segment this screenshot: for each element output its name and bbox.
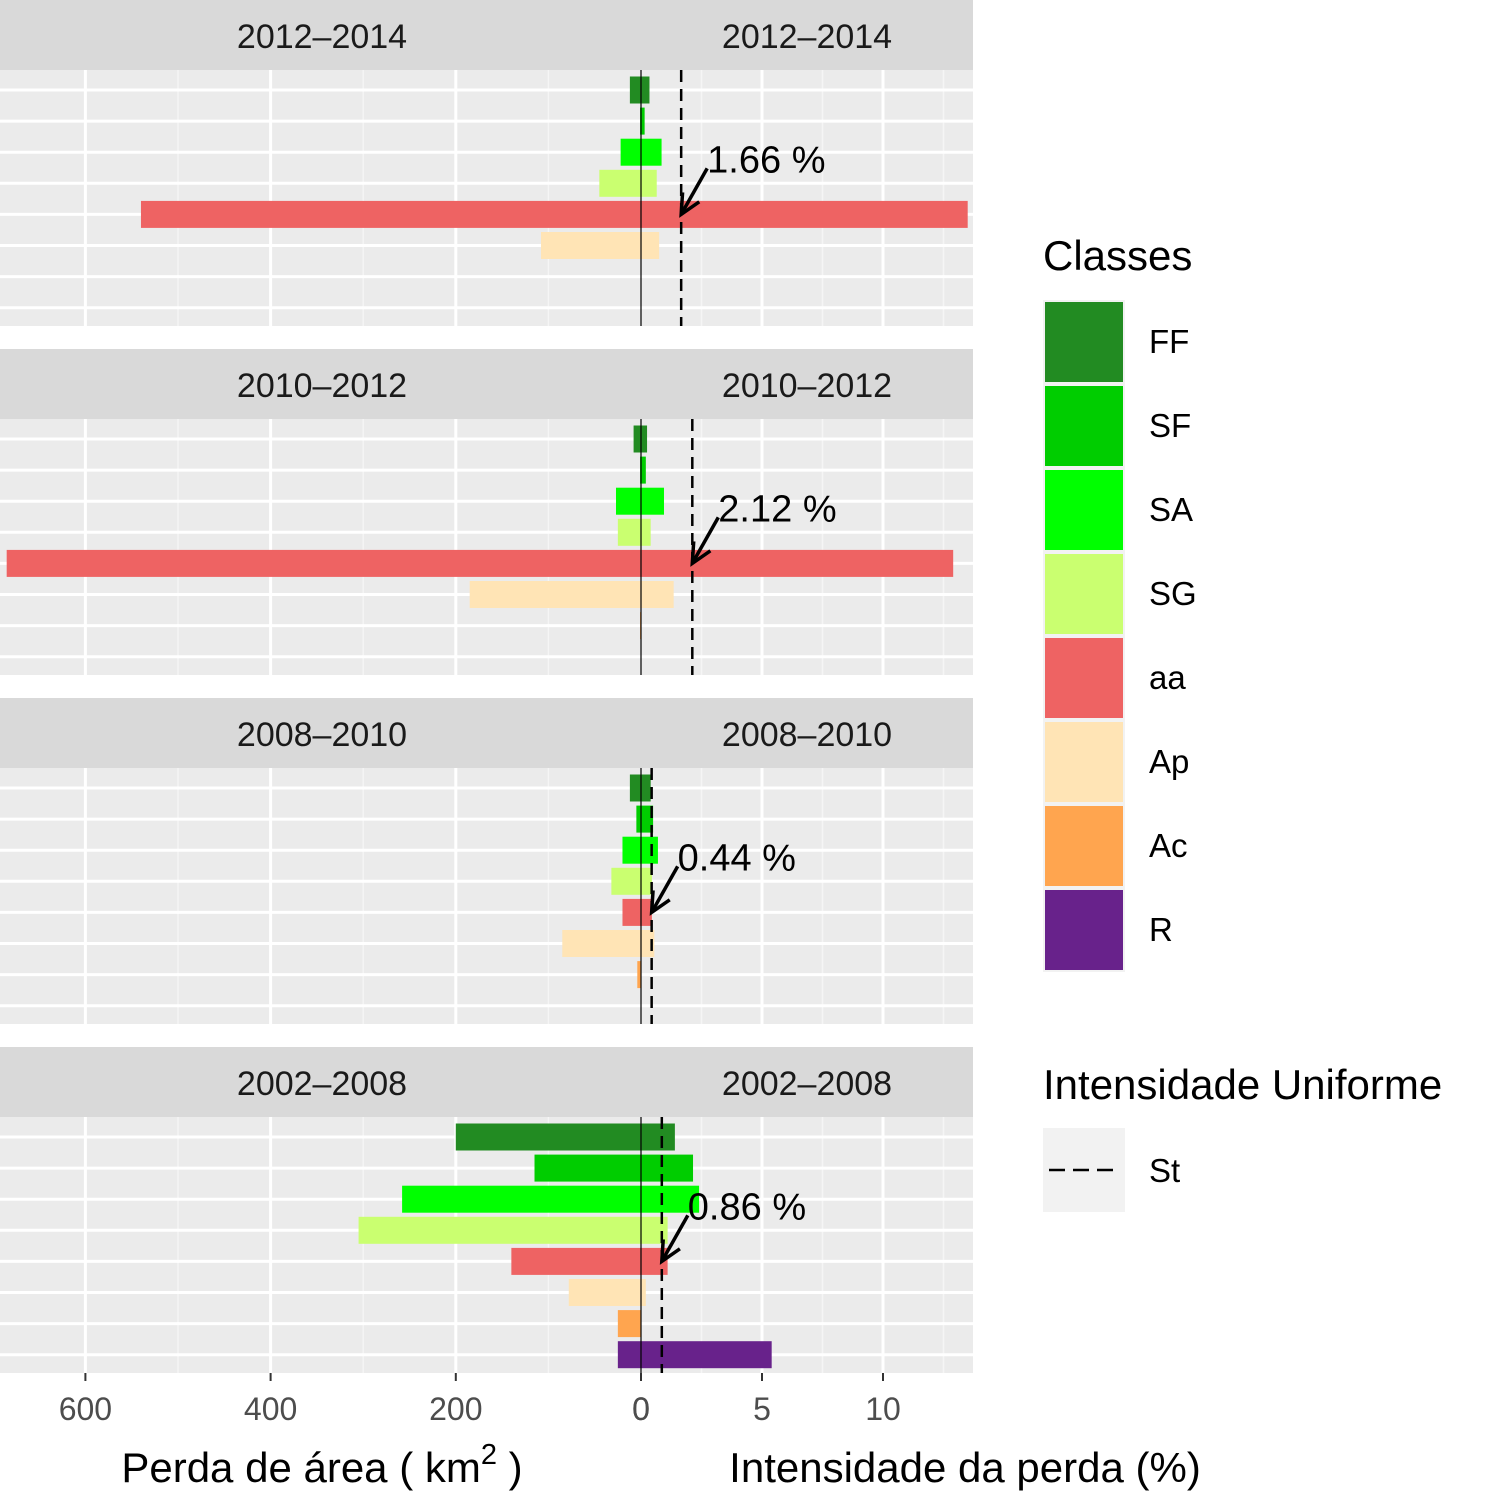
bar-intensity-ap	[641, 581, 674, 608]
bar-area-sf	[535, 1155, 641, 1182]
bar-intensity-ff	[641, 1124, 675, 1151]
strip-label-right: 2012–2014	[722, 18, 892, 56]
annotation-label: 0.44 %	[678, 837, 796, 879]
strip-label-right: 2010–2012	[722, 367, 892, 405]
legend-label-ac: Ac	[1149, 827, 1188, 864]
legend-swatch-ap	[1045, 722, 1123, 802]
bar-intensity-sg	[641, 868, 652, 895]
bar-area-sg	[618, 519, 641, 546]
bar-area-ap	[470, 581, 641, 608]
bar-intensity-sa	[641, 837, 658, 864]
legend-label-aa: aa	[1149, 659, 1186, 696]
legend-label-ff: FF	[1149, 323, 1189, 360]
legend-line-label: St	[1149, 1152, 1180, 1189]
facet-2010-2012: 2010–2012 2010–2012 2.12 %	[0, 349, 973, 675]
legend-swatch-sg	[1045, 554, 1123, 634]
bar-area-aa	[511, 1248, 641, 1275]
bar-area-ff	[456, 1124, 641, 1151]
bar-intensity-ff	[641, 775, 651, 802]
bar-area-ff	[630, 775, 641, 802]
legend-label-sf: SF	[1149, 407, 1191, 444]
legend-line-title: Intensidade Uniforme	[1043, 1061, 1442, 1108]
bar-area-sg	[599, 170, 641, 197]
legend-label-r: R	[1149, 911, 1173, 948]
left-tick-label: 600	[59, 1391, 112, 1427]
legend-classes-title: Classes	[1043, 232, 1192, 279]
bar-intensity-ff	[641, 77, 649, 104]
legend-swatch-ff	[1045, 302, 1123, 382]
bar-area-aa	[141, 201, 641, 228]
bar-area-sa	[622, 837, 641, 864]
annotation-label: 2.12 %	[718, 488, 836, 530]
bar-area-aa	[622, 899, 641, 926]
legend-swatch-aa	[1045, 638, 1123, 718]
legend-swatch-r	[1045, 890, 1123, 970]
bar-area-sa	[402, 1186, 641, 1213]
strip-label-left: 2008–2010	[237, 716, 407, 754]
bar-area-ff	[630, 77, 641, 104]
bar-area-r	[618, 1341, 641, 1368]
bar-intensity-ap	[641, 1279, 646, 1306]
strip-label-right: 2002–2008	[722, 1065, 892, 1103]
bar-intensity-sa	[641, 139, 662, 166]
panel-background	[0, 419, 973, 675]
left-axis-title: Perda de área ( km2 )	[121, 1439, 522, 1491]
bar-area-sa	[621, 139, 641, 166]
right-tick-label: 10	[865, 1391, 901, 1427]
strip-label-right: 2008–2010	[722, 716, 892, 754]
bar-area-ac	[618, 1310, 641, 1337]
bar-area-sa	[616, 488, 641, 515]
legend-label-sa: SA	[1149, 491, 1193, 528]
bar-area-ap	[541, 232, 641, 259]
bar-intensity-sf	[641, 457, 646, 484]
legend: Classes FF SF SA SG aa Ap Ac R Intensidade Unifor…	[1043, 232, 1442, 1212]
bar-intensity-aa	[641, 201, 968, 228]
bar-intensity-sa	[641, 488, 664, 515]
facet-2008-2010: 2008–2010 2008–2010 0.44 %	[0, 698, 973, 1024]
bar-intensity-sg	[641, 519, 651, 546]
legend-label-ap: Ap	[1149, 743, 1189, 780]
strip-label-left: 2012–2014	[237, 18, 407, 56]
facet-2012-2014: 2012–2014 2012–2014 1.66 %	[0, 0, 973, 326]
left-tick-label: 400	[244, 1391, 297, 1427]
legend-swatch-sa	[1045, 470, 1123, 550]
panel-background	[0, 1117, 973, 1373]
right-tick-label: 5	[753, 1391, 771, 1427]
bar-area-sg	[359, 1217, 641, 1244]
bar-intensity-sg	[641, 170, 657, 197]
bar-area-sf	[636, 806, 641, 833]
legend-swatch-ac	[1045, 806, 1123, 886]
bar-intensity-ap	[641, 232, 659, 259]
panel-background	[0, 70, 973, 326]
legend-swatch-sf	[1045, 386, 1123, 466]
bar-area-ff	[634, 426, 641, 453]
bar-area-aa	[7, 550, 641, 577]
bar-intensity-ff	[641, 426, 647, 453]
strip-label-left: 2002–2008	[237, 1065, 407, 1103]
facet-2002-2008: 2002–2008 2002–2008 0.86 %	[0, 1047, 973, 1373]
right-axis-title: Intensidade da perda (%)	[729, 1444, 1201, 1491]
legend-label-sg: SG	[1149, 575, 1197, 612]
bar-area-ap	[569, 1279, 641, 1306]
bar-area-ap	[562, 930, 641, 957]
annotation-label: 1.66 %	[707, 139, 825, 181]
bar-intensity-aa	[641, 550, 953, 577]
right-tick-label: 0	[632, 1391, 650, 1427]
strip-label-left: 2010–2012	[237, 367, 407, 405]
panel-background	[0, 768, 973, 1024]
bar-intensity-sf	[641, 1155, 693, 1182]
left-tick-label: 200	[429, 1391, 482, 1427]
bar-area-sg	[611, 868, 641, 895]
annotation-label: 0.86 %	[688, 1186, 806, 1228]
